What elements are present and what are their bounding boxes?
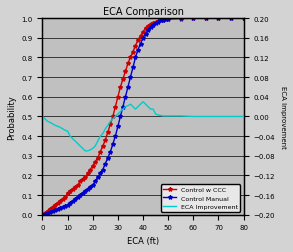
- Control w CCC: [217, 18, 220, 21]
- Legend: Control w CCC, Control Manual, ECA Improvement: Control w CCC, Control Manual, ECA Impro…: [161, 184, 241, 212]
- Line: ECA Improvement: ECA Improvement: [42, 102, 243, 151]
- ECA Improvement: [48, 121, 52, 124]
- ECA Improvement: [144, 103, 147, 106]
- Control Manual: [139, 43, 142, 46]
- Control w CCC: [41, 213, 44, 216]
- Control Manual: [101, 168, 105, 171]
- ECA Improvement: [103, 128, 107, 131]
- Control Manual: [48, 210, 52, 213]
- Control w CCC: [48, 208, 52, 211]
- Title: ECA Comparison: ECA Comparison: [103, 7, 183, 17]
- Line: Control w CCC: Control w CCC: [40, 17, 246, 217]
- ECA Improvement: [41, 115, 44, 118]
- ECA Improvement: [242, 115, 245, 118]
- Control w CCC: [46, 209, 49, 212]
- Control w CCC: [139, 35, 142, 38]
- Control w CCC: [101, 145, 105, 148]
- ECA Improvement: [139, 103, 142, 106]
- Control Manual: [41, 213, 44, 216]
- Control w CCC: [136, 39, 140, 42]
- ECA Improvement: [79, 145, 82, 148]
- Y-axis label: Probability: Probability: [7, 95, 16, 139]
- ECA Improvement: [84, 150, 87, 153]
- Control Manual: [242, 18, 245, 21]
- ECA Improvement: [46, 120, 49, 123]
- Control Manual: [204, 18, 208, 21]
- X-axis label: ECA (ft): ECA (ft): [127, 236, 159, 245]
- Control w CCC: [79, 180, 82, 183]
- ECA Improvement: [141, 101, 145, 104]
- Control Manual: [79, 194, 82, 197]
- Control w CCC: [242, 18, 245, 21]
- Line: Control Manual: Control Manual: [40, 17, 246, 217]
- Control Manual: [46, 211, 49, 214]
- Y-axis label: ECA Improvement: ECA Improvement: [280, 86, 286, 148]
- Control Manual: [136, 49, 140, 52]
